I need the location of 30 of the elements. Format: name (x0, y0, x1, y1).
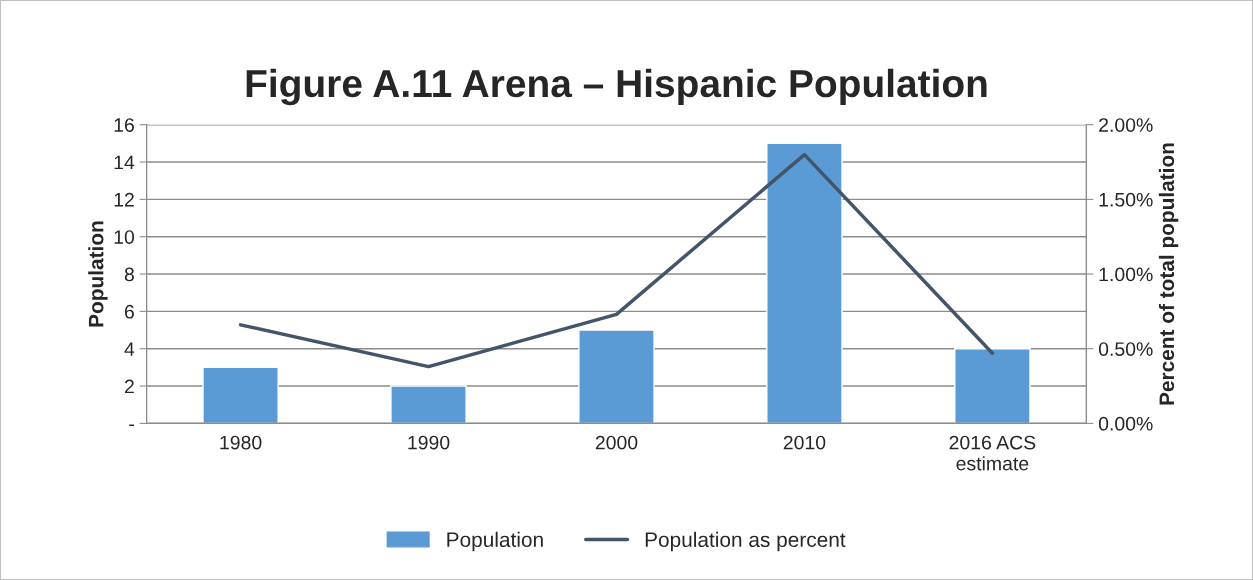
bar (766, 142, 843, 424)
x-tick-label: 2016 ACS estimate (949, 435, 1036, 471)
x-tick-label: 1980 (220, 435, 262, 450)
y-tick-label: 14 (114, 155, 135, 170)
bar (390, 385, 467, 424)
x-tick-label: 2000 (595, 435, 638, 450)
y-tick-label: 8 (124, 267, 134, 282)
y-tick-label: 4 (124, 342, 135, 356)
y-tick-label: 6 (124, 304, 134, 319)
y-tick-label: 2 (124, 379, 134, 394)
y2-tick-label: 0.00% (1098, 416, 1153, 431)
legend-label: Population as percent (645, 531, 846, 552)
bar (202, 366, 279, 424)
y2-axis-title: Percent of total population (1158, 143, 1179, 405)
bar (954, 348, 1031, 424)
x-tick-label: 2010 (783, 435, 826, 450)
y-tick-label: 10 (114, 230, 135, 244)
legend-label: Population (447, 531, 543, 552)
y-axis-title: Population (88, 221, 108, 327)
y-tick-label: 12 (114, 192, 134, 207)
y2-tick-label: 1.00% (1099, 267, 1153, 282)
y2-tick-label: 2.00% (1099, 118, 1153, 132)
x-tick-label: 1990 (408, 435, 450, 450)
y2-tick-label: 0.50% (1098, 342, 1153, 356)
line-series (238, 152, 995, 369)
bar (578, 329, 655, 424)
y2-tick-label: 1.50% (1099, 192, 1153, 207)
y-tick-label: - (129, 424, 134, 427)
y-tick-label: 16 (114, 118, 134, 132)
chart-title: Figure A.11 Arena – Hispanic Population (246, 68, 987, 106)
